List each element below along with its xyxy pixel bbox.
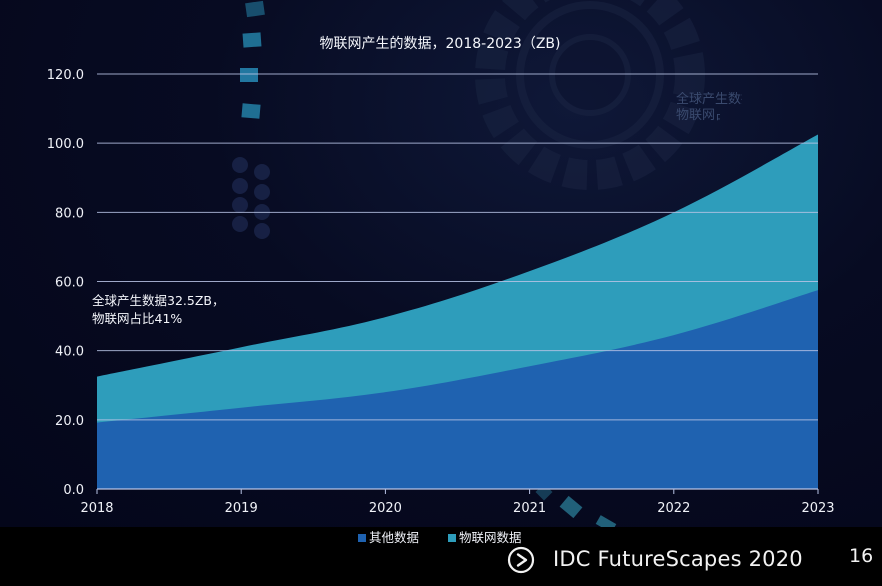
x-tick-label: 2022 xyxy=(657,501,690,516)
plot-area: 0.0 20.0 40.0 60.0 80.0 100.0 120.0 2018 2019 202… xyxy=(47,36,835,516)
dashed-arc-decoration xyxy=(240,0,617,527)
y-tick-label: 80.0 xyxy=(55,206,84,221)
page-number: 16 xyxy=(849,545,874,567)
gear-decoration xyxy=(475,0,705,190)
y-tick-label: 0.0 xyxy=(63,483,84,498)
slide-background: 0.0 20.0 40.0 60.0 80.0 100.0 120.0 2018 2019 202… xyxy=(0,0,882,527)
faint-background-text: 全球产生数据32.5ZB， 物联网占比41% xyxy=(676,92,742,123)
legend-swatch-2 xyxy=(448,534,456,542)
brand-logo-text: IDC FutureScapes 2020 xyxy=(553,547,803,571)
area-series-1 xyxy=(97,290,818,489)
play-circle-icon xyxy=(507,546,535,578)
x-tick-label: 2021 xyxy=(513,501,546,516)
y-tick-label: 20.0 xyxy=(55,414,84,429)
chart: 0.0 20.0 40.0 60.0 80.0 100.0 120.0 2018 2019 202… xyxy=(47,0,835,527)
y-tick-label: 60.0 xyxy=(55,276,84,291)
x-tick-label: 2023 xyxy=(801,501,834,516)
legend-swatch-1 xyxy=(358,534,366,542)
annotation-text: 物联网占比41% xyxy=(92,311,182,326)
legend-label-2: 物联网数据 xyxy=(459,530,522,545)
legend-label-1: 其他数据 xyxy=(369,530,419,545)
legend: 其他数据 物联网数据 xyxy=(358,530,522,545)
x-tick-label: 2020 xyxy=(369,501,402,516)
dots-decoration xyxy=(232,157,270,239)
x-tick-label: 2019 xyxy=(225,501,258,516)
y-tick-label: 100.0 xyxy=(47,137,84,152)
y-tick-label: 40.0 xyxy=(55,345,84,360)
annotation-text: 全球产生数据32.5ZB， xyxy=(92,293,224,308)
y-tick-label: 120.0 xyxy=(47,68,84,83)
x-tick-label: 2018 xyxy=(80,501,113,516)
chart-title: 物联网产生的数据，2018-2023（ZB) xyxy=(320,36,561,52)
footer-bar xyxy=(0,527,882,586)
